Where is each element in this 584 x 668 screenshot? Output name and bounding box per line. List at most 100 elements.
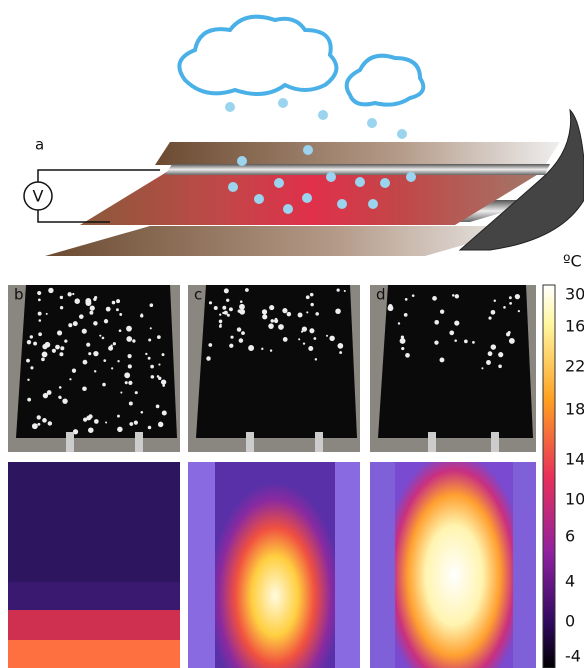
speckle [239,309,245,315]
clouds [179,17,423,105]
speckle [113,342,116,345]
speckle [64,339,67,342]
speckle [491,344,496,349]
speckle [135,391,138,394]
speckle [104,319,108,323]
colorbar [543,285,555,668]
speckle [79,314,84,319]
speckle [33,342,37,346]
electrode [315,432,323,452]
speckle [214,306,218,310]
speckle [38,332,42,336]
speckle [93,298,96,301]
speckle [41,357,45,361]
speckle [310,293,314,297]
speckle [329,336,334,341]
colorbar-label: 18 [565,400,584,419]
speckle [106,307,111,312]
speckle [220,324,222,326]
speckle [224,288,229,293]
speckle [59,386,62,389]
speckle [298,338,300,340]
speckle [116,308,119,311]
speckle [128,381,132,385]
speckle [112,301,116,305]
speckle [46,313,48,315]
speckle [59,352,63,356]
electrode [491,432,499,452]
speckle [271,319,275,323]
speckle [42,418,47,423]
speckle [74,298,80,304]
speckle [455,294,459,298]
speckle [117,360,119,362]
speckle [60,306,63,309]
speckle [117,415,120,418]
speckle [102,383,106,387]
speckle [303,342,305,344]
speckle [117,427,122,432]
speckle [488,316,491,319]
colorbar-label: -4 [565,647,581,666]
speckle [262,314,267,319]
speckle [60,296,63,299]
speckle [86,343,90,347]
colorbar-label: 0 [565,612,575,631]
speckle [37,415,41,419]
speckle [219,314,221,316]
speckle [27,340,31,344]
electrode [66,432,74,452]
speckle [315,312,319,316]
speckle [119,329,122,332]
speckle [400,338,406,344]
colorbar-label: 6 [565,527,575,546]
speckle [239,338,244,343]
device [45,110,584,256]
speckle [68,323,72,327]
speckle [405,298,408,301]
sample [378,285,533,438]
speckle [464,339,468,343]
speckle [38,299,41,302]
speckle [156,405,160,409]
speckle [306,295,310,299]
speckle [129,401,133,405]
speckle [27,398,31,402]
speckle [39,319,42,322]
speckle [282,308,287,313]
speckle [315,358,317,360]
speckle [262,309,267,314]
speckle [452,294,454,296]
colorbar-labels: 301622181410640-4 [565,285,584,666]
speckle [127,354,131,358]
speckle [58,396,61,399]
speckle [226,299,229,302]
speckle [62,398,67,403]
photo-panels: bcd [8,285,536,452]
colorbar-unit: ºC [563,252,582,271]
speckle [93,321,98,326]
panel-label: c [194,286,202,304]
speckle [222,306,226,310]
speckle [515,294,520,299]
speckle [157,335,161,339]
speckle [151,375,155,379]
electrode [246,432,254,452]
speckle [37,423,40,426]
speckle [491,310,496,315]
page: V a bcd ºC 301622181410640-4 (() => { co… [0,0,584,668]
speckle [72,369,76,373]
colorbar-label: 30 [565,285,584,304]
speckle [454,339,457,342]
cloud [179,17,336,94]
speckle [219,320,223,324]
speckle [140,314,143,317]
speckle [38,312,42,316]
speckle [150,327,152,329]
colorbar-label: 10 [565,490,584,509]
speckle [150,365,154,369]
speckle [43,393,48,398]
speckle [227,314,230,317]
speckle [162,384,165,387]
panel-label: b [14,286,24,304]
